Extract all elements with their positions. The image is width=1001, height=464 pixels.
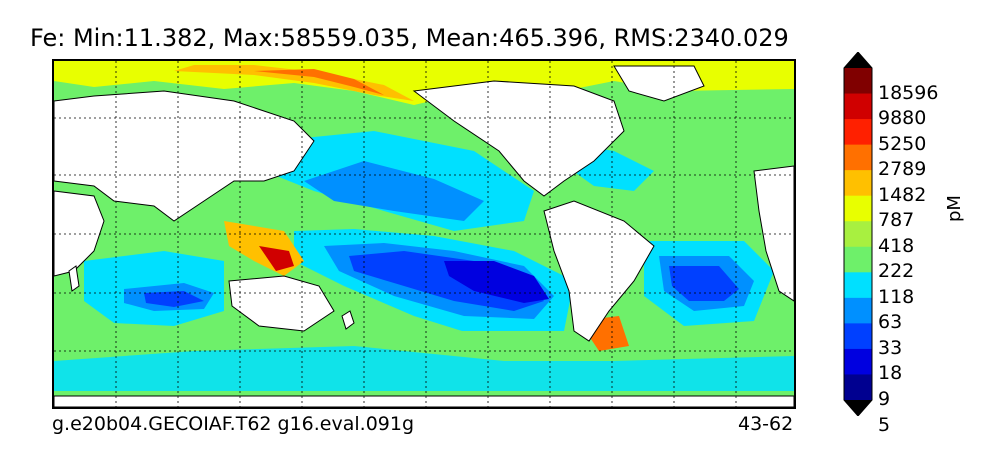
colorbar-units-label: pM — [944, 195, 965, 222]
case-name-label: g.e20b04.GECOIAF.T62 g16.eval.091g — [52, 413, 415, 435]
colorbar-segment — [844, 68, 872, 95]
colorbar-tick-label: 18 — [878, 362, 903, 385]
colorbar-segment — [844, 272, 872, 299]
colorbar — [843, 52, 873, 416]
new-zealand-land — [341, 310, 355, 330]
year-range-label: 43-62 — [738, 413, 794, 435]
colorbar-segment — [844, 323, 872, 350]
colorbar-tick-label: 63 — [878, 311, 903, 334]
africa-east-land — [753, 165, 794, 302]
colorbar-segment — [844, 170, 872, 197]
plot-title: Fe: Min:11.382, Max:58559.035, Mean:465.… — [30, 24, 789, 52]
colorbar-tick-label: 118 — [878, 285, 915, 308]
eurasia-land — [54, 90, 315, 222]
colorbar-over-arrow — [844, 52, 872, 68]
map-frame — [52, 59, 796, 409]
colorbar-segment — [844, 348, 872, 375]
colorbar-tick-label: 9 — [878, 388, 891, 410]
colorbar-tick-label: 9880 — [878, 107, 927, 130]
colorbar-segment — [844, 297, 872, 324]
colorbar-tick-label: 787 — [878, 209, 915, 232]
colorbar-segment — [844, 374, 872, 401]
colorbar-tick-label: 5 — [878, 413, 891, 436]
colorbar-segment — [844, 221, 872, 248]
colorbar-segment — [844, 93, 872, 120]
africa-land — [54, 190, 105, 277]
madagascar-land — [68, 265, 80, 292]
colorbar-segment — [844, 195, 872, 222]
greenland-land — [613, 65, 705, 102]
colorbar-outline — [843, 52, 873, 416]
south-america-land — [543, 200, 655, 342]
colorbar-segment — [844, 246, 872, 273]
colorbar-tick-label: 18596 — [878, 81, 939, 104]
colorbar-segment — [844, 144, 872, 171]
colorbar-tick-label: 2789 — [878, 158, 927, 181]
colorbar-tick-label: 1482 — [878, 183, 927, 206]
australia-land — [228, 275, 335, 332]
colorbar-segment — [844, 119, 872, 146]
fe-concentration-map — [54, 61, 794, 407]
graticule — [54, 61, 794, 407]
colorbar-tick-label: 418 — [878, 234, 915, 257]
colorbar-tick-label: 33 — [878, 336, 903, 359]
colorbar-under-arrow — [844, 400, 872, 416]
colorbar-tick-label: 5250 — [878, 132, 927, 155]
north-america-land — [412, 80, 625, 197]
antarctica-land — [54, 395, 794, 407]
colorbar-tick-label: 222 — [878, 260, 915, 283]
land-masses — [54, 65, 794, 407]
